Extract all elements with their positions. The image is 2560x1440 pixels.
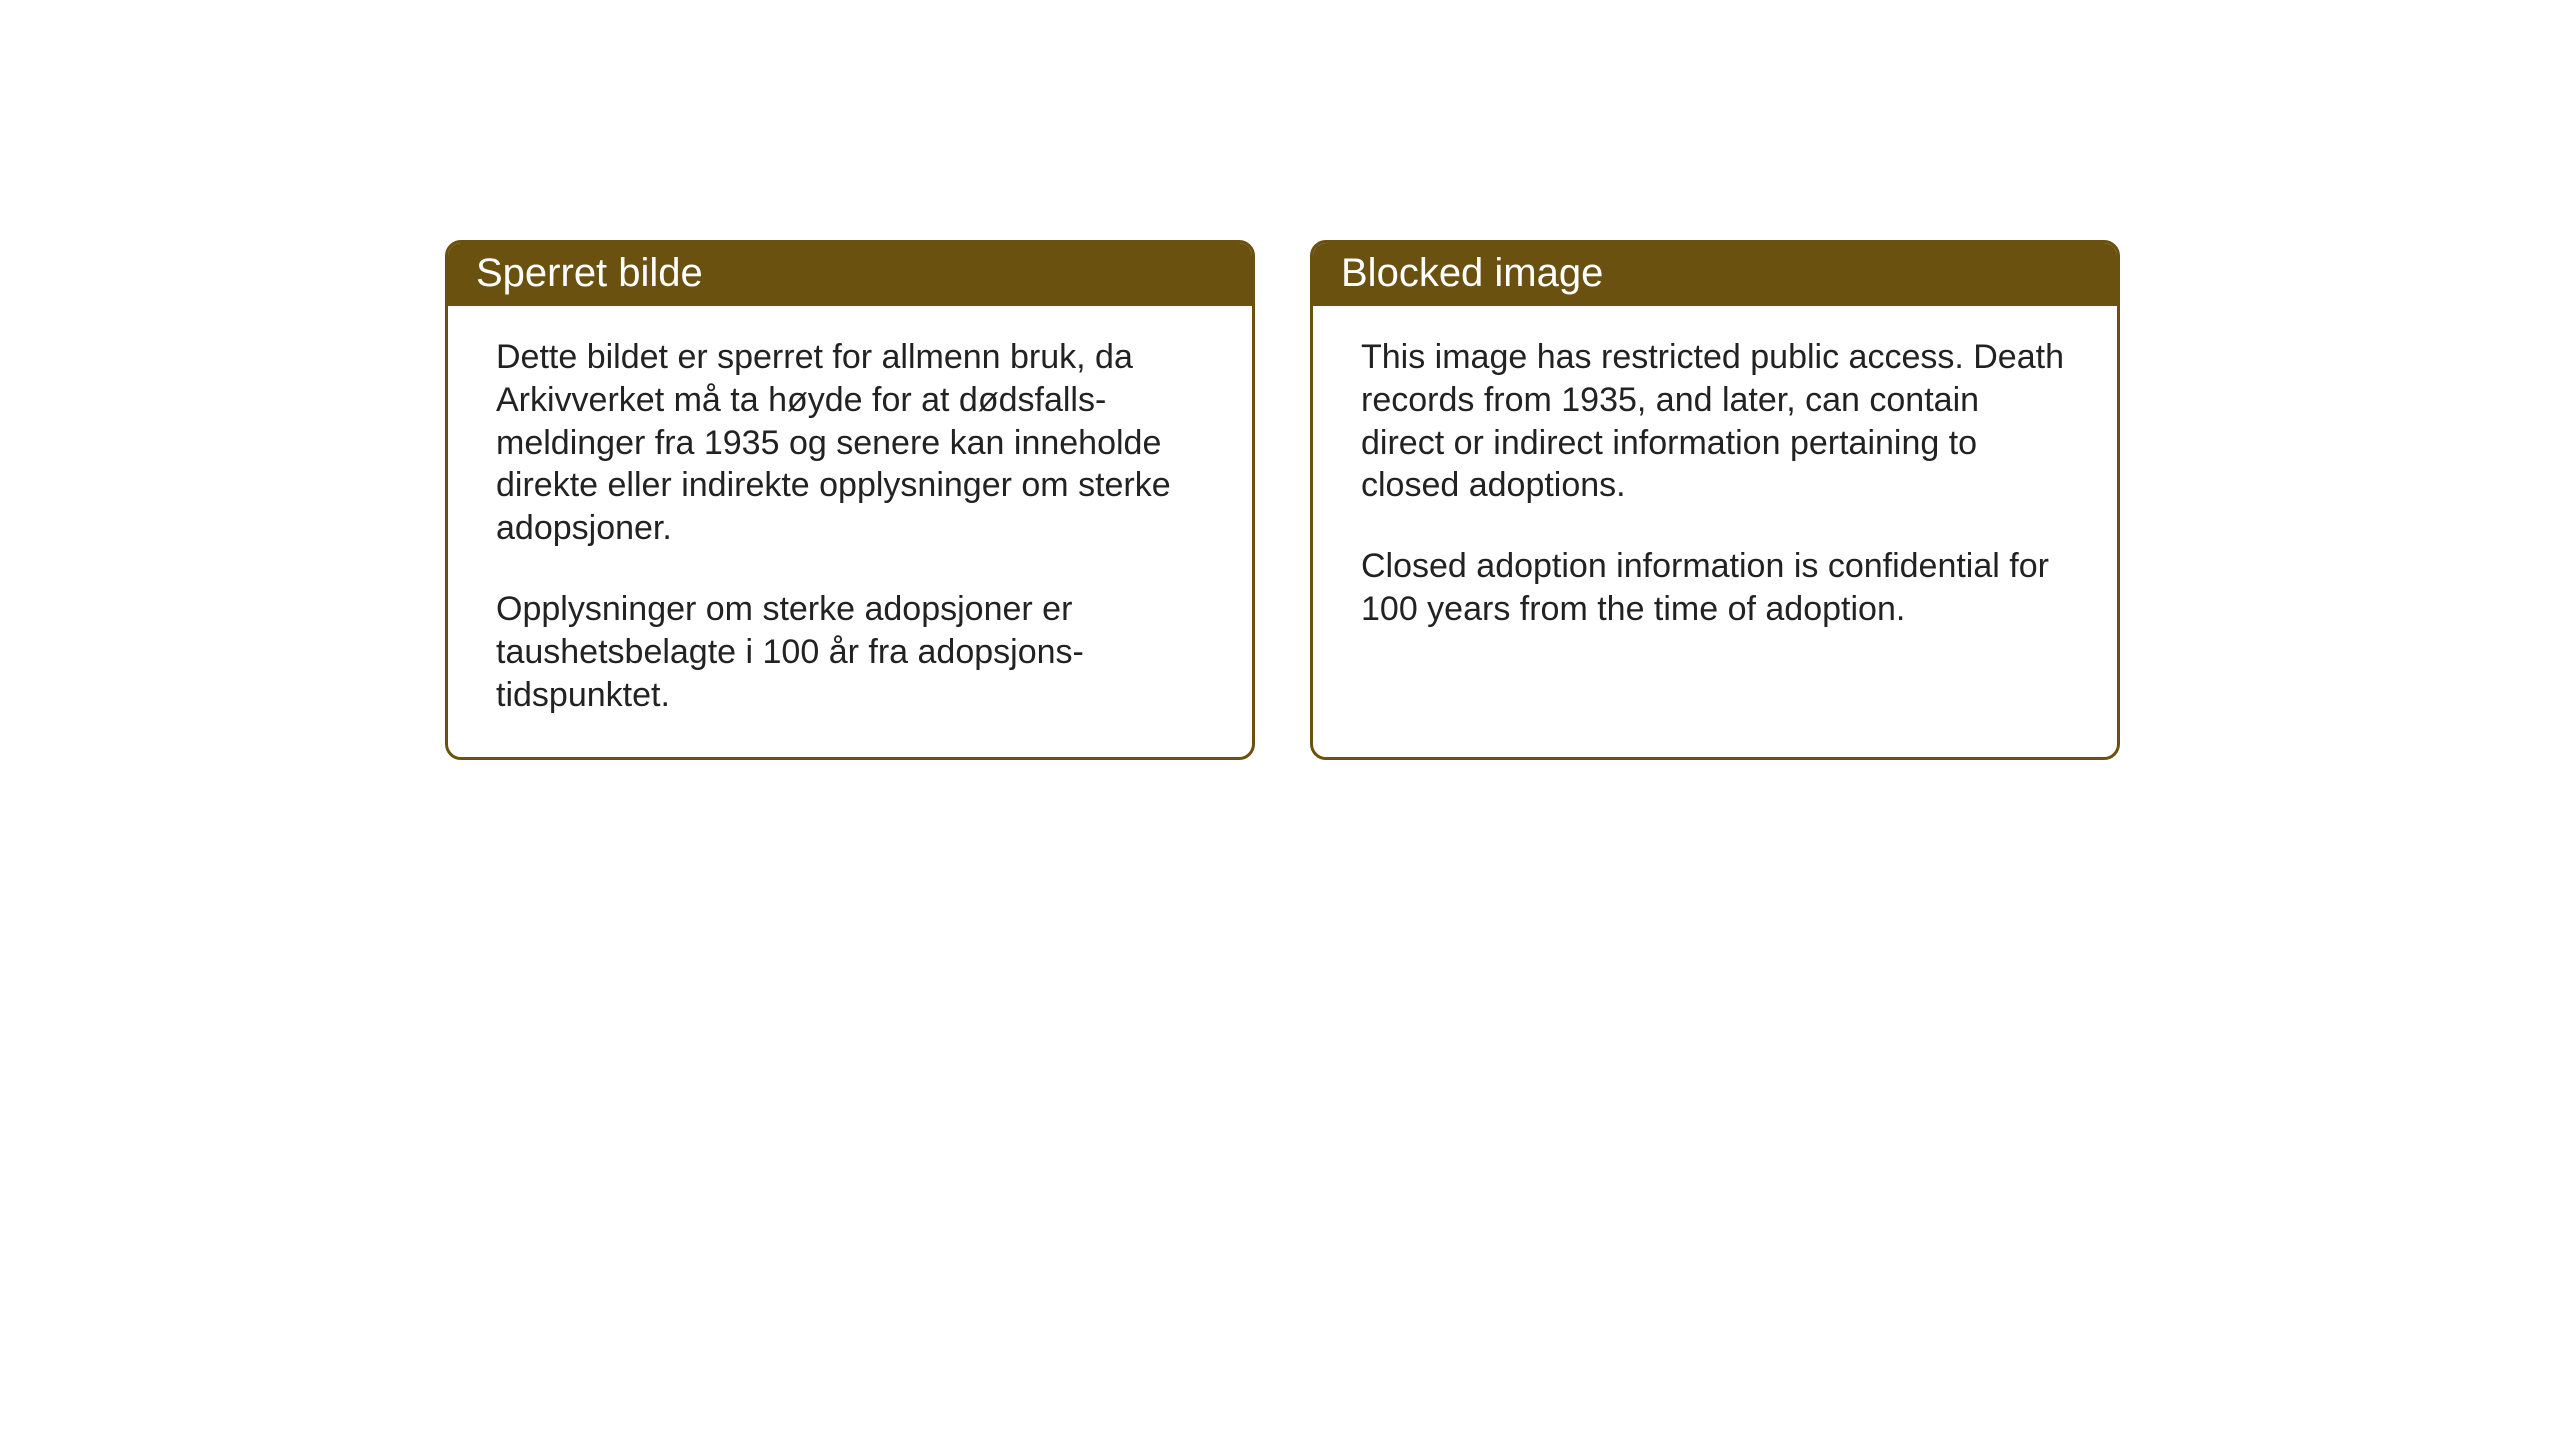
notice-paragraph-1-norwegian: Dette bildet er sperret for allmenn bruk… (496, 336, 1204, 550)
notice-paragraph-1-english: This image has restricted public access.… (1361, 336, 2069, 507)
notice-card-english: Blocked image This image has restricted … (1310, 240, 2120, 760)
notice-header-english: Blocked image (1313, 243, 2117, 306)
notice-body-english: This image has restricted public access.… (1313, 306, 2117, 671)
notice-container: Sperret bilde Dette bildet er sperret fo… (445, 240, 2120, 760)
notice-paragraph-2-english: Closed adoption information is confident… (1361, 545, 2069, 631)
notice-title-norwegian: Sperret bilde (476, 251, 703, 295)
notice-card-norwegian: Sperret bilde Dette bildet er sperret fo… (445, 240, 1255, 760)
notice-header-norwegian: Sperret bilde (448, 243, 1252, 306)
notice-title-english: Blocked image (1341, 251, 1603, 295)
notice-body-norwegian: Dette bildet er sperret for allmenn bruk… (448, 306, 1252, 757)
notice-paragraph-2-norwegian: Opplysninger om sterke adopsjoner er tau… (496, 588, 1204, 716)
